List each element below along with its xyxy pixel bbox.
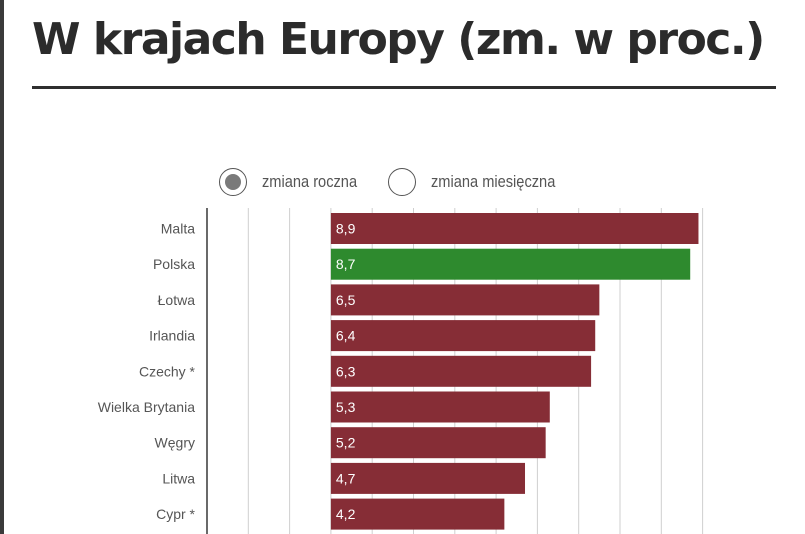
radio-dot <box>225 174 241 190</box>
labels: Malta 8,9 Polska 8,7 Łotwa 6,5 Irlandia 6,4 Czec… <box>98 221 356 523</box>
bar[interactable] <box>330 427 546 459</box>
category-label: Węgry <box>155 435 195 451</box>
bar[interactable] <box>330 462 526 494</box>
category-label: Irlandia <box>149 328 195 344</box>
bars <box>330 213 699 530</box>
left-border <box>0 0 4 534</box>
bar[interactable] <box>330 391 550 423</box>
value-label: 6,5 <box>336 292 356 308</box>
category-label: Polska <box>153 256 195 272</box>
page-title: W krajach Europy (zm. w proc.) <box>32 14 765 65</box>
category-label: Litwa <box>162 470 195 486</box>
category-label: Czechy * <box>139 363 196 379</box>
value-label: 6,3 <box>336 363 356 379</box>
title-divider <box>32 86 776 89</box>
value-label: 4,2 <box>336 506 356 522</box>
monthly-change-label: zmiana miesięczna <box>431 172 556 191</box>
radio-selected-icon <box>219 168 247 196</box>
value-label: 6,4 <box>336 328 356 344</box>
value-label: 5,2 <box>336 435 356 451</box>
value-label: 8,7 <box>336 256 356 272</box>
bar[interactable] <box>330 498 505 530</box>
monthly-change-radio[interactable]: zmiana miesięczna <box>388 166 576 198</box>
yearly-change-radio[interactable]: zmiana roczna <box>219 166 373 198</box>
bar[interactable] <box>330 213 699 244</box>
bar[interactable] <box>330 355 592 387</box>
radio-unselected-icon <box>388 168 416 196</box>
value-label: 5,3 <box>336 399 356 415</box>
category-label: Wielka Brytania <box>98 399 195 415</box>
yearly-change-label: zmiana roczna <box>262 172 358 191</box>
category-label: Cypr * <box>156 506 195 522</box>
bar[interactable] <box>330 284 600 316</box>
bar[interactable] <box>330 248 691 280</box>
category-label: Malta <box>161 221 195 237</box>
category-label: Łotwa <box>158 292 196 308</box>
value-label: 8,9 <box>336 221 356 237</box>
value-label: 4,7 <box>336 470 356 486</box>
bar[interactable] <box>330 320 596 352</box>
